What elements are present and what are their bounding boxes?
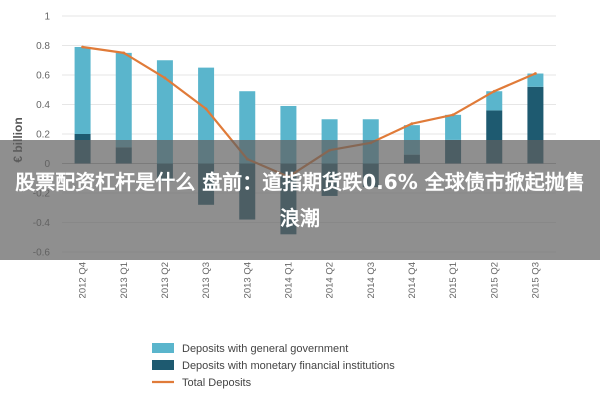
legend-swatch [152,360,174,370]
headline-text[interactable]: 股票配资杠杆是什么 盘前：道指期货跌0.6% 全球债市掀起抛售浪潮 [15,170,585,230]
legend-label: Deposits with general government [182,343,348,355]
total-deposits-point [204,107,208,111]
total-deposits-point [410,122,414,126]
x-tick-label: 2014 Q3 [366,262,377,298]
bar-general-government [156,60,173,164]
total-deposits-point [81,45,84,49]
y-tick-label: 0.2 [36,130,50,141]
legend: Deposits with general government Deposits… [152,343,395,389]
x-tick-label: 2015 Q2 [489,262,500,298]
x-tick-label: 2015 Q3 [530,262,541,298]
total-deposits-point [163,76,167,80]
total-deposits-point [122,51,126,55]
x-tick-labels: 2012 Q4 2013 Q1 2013 Q2 2013 Q3 2013 Q4 2014 … [78,262,542,298]
total-deposits-point [451,113,455,117]
y-tick-label: 0.6 [36,71,50,82]
x-tick-label: 2012 Q4 [78,262,89,298]
bar-general-government [486,91,503,111]
bar-general-government [74,46,91,134]
x-tick-label: 2014 Q1 [283,262,294,298]
legend-label: Total Deposits [182,377,252,389]
legend-label: Deposits with monetary financial institu… [182,360,395,372]
headline-overlay: 股票配资杠杆是什么 盘前：道指期货跌0.6% 全球债市掀起抛售浪潮 [0,140,600,260]
x-tick-label: 2013 Q1 [119,262,130,298]
x-tick-label: 2013 Q2 [160,262,171,298]
y-tick-label: 0.8 [36,41,50,52]
y-tick-label: 0.4 [36,100,50,111]
bar-general-government [445,114,462,140]
x-tick-label: 2014 Q2 [325,262,336,298]
x-tick-label: 2014 Q4 [407,262,418,298]
bar-general-government [527,73,544,87]
x-tick-label: 2013 Q4 [242,262,253,298]
total-deposits-point [492,89,496,93]
x-tick-label: 2013 Q3 [201,262,212,298]
y-tick-label: 1 [44,12,50,23]
total-deposits-point [534,72,537,75]
bar-general-government [198,67,215,164]
x-tick-label: 2015 Q1 [448,262,459,298]
legend-swatch [152,343,174,353]
bar-general-government [115,52,132,148]
